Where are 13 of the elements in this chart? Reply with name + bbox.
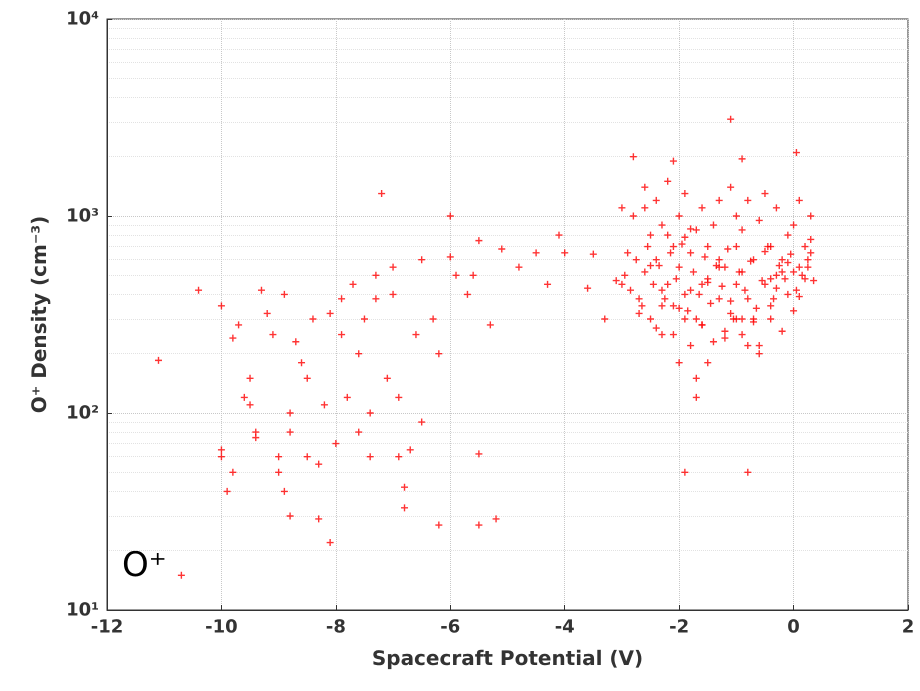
x-tick-label: -8 [326, 616, 346, 638]
x-tick-label: 0 [787, 616, 800, 638]
x-axis-title: Spacecraft Potential (V) [372, 646, 644, 670]
x-tick-label: -4 [554, 616, 575, 638]
y-tick-label: 10³ [66, 206, 99, 226]
x-tick-label: -2 [669, 616, 690, 638]
annotation: O⁺ [122, 545, 167, 585]
x-tick-label: -10 [205, 616, 238, 638]
y-tick-label: 10² [66, 402, 99, 424]
y-tick-label: 10⁴ [66, 8, 100, 30]
y-axis-title: O⁺ Density (cm⁻³) [27, 216, 51, 414]
x-tick-label: 2 [902, 616, 914, 638]
x-tick-label: -6 [440, 616, 460, 638]
